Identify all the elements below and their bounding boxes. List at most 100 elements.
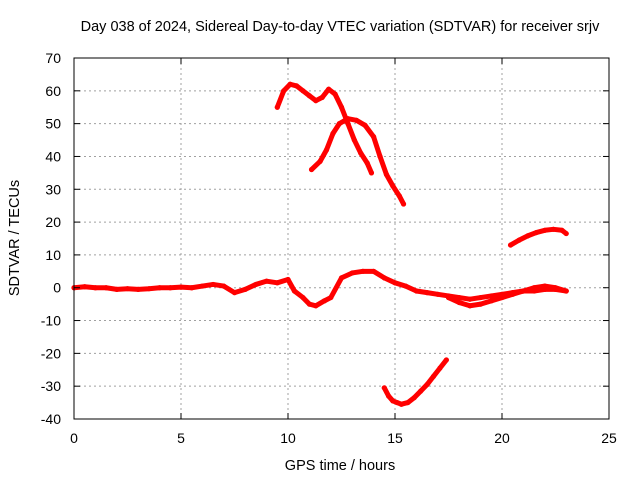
x-axis-label: GPS time / hours: [285, 458, 395, 474]
y-tick-label: -20: [41, 345, 61, 361]
series-point: [291, 288, 298, 294]
series-point: [430, 373, 437, 379]
series-point: [274, 280, 280, 286]
series-point: [400, 201, 407, 207]
series-point: [281, 88, 287, 94]
series-point: [531, 285, 537, 291]
series-point: [383, 171, 390, 178]
series-point: [411, 395, 417, 401]
series-point: [443, 357, 449, 363]
x-tick-label: 10: [280, 430, 296, 446]
series-point: [285, 276, 291, 283]
series-point: [403, 283, 409, 289]
series-point: [364, 160, 370, 166]
series-point: [323, 147, 330, 153]
series-point: [413, 288, 419, 294]
series-point: [550, 226, 556, 232]
series-point: [336, 121, 342, 127]
series-point: [253, 281, 259, 288]
series-point: [542, 227, 548, 233]
series-point: [313, 98, 319, 104]
series-point: [371, 134, 377, 140]
series-point: [353, 117, 360, 123]
series-point: [467, 303, 473, 309]
series-point: [178, 284, 184, 290]
series-peak-A: [274, 81, 374, 176]
series-point: [231, 290, 238, 296]
series-point: [499, 294, 505, 301]
series-point: [326, 86, 332, 92]
axis-ticks: 0 5 10 15 20 25 -40 -30 -20 -10 0 10 20 30 40 50 60 70: [41, 50, 617, 446]
series-point: [542, 283, 548, 289]
series-point: [124, 286, 131, 292]
series-point: [381, 275, 387, 281]
series-point: [338, 275, 345, 281]
series-point: [456, 299, 462, 306]
series-point: [445, 294, 452, 301]
series-point: [437, 365, 443, 371]
series-point: [507, 242, 514, 248]
series-point: [167, 285, 173, 291]
series-point: [405, 399, 411, 406]
gridlines: [74, 58, 609, 419]
series-point: [362, 122, 368, 128]
series-point: [418, 388, 424, 394]
series-point: [467, 296, 473, 302]
series-point: [92, 285, 98, 291]
series-point: [377, 153, 383, 160]
y-tick-label: 10: [45, 247, 61, 263]
y-tick-label: 40: [45, 148, 61, 164]
series-point: [398, 401, 405, 407]
series-point: [313, 303, 319, 309]
series-point: [157, 285, 163, 291]
series-point: [478, 294, 484, 301]
series-point: [328, 294, 334, 301]
series-point: [385, 393, 392, 399]
series-point: [317, 158, 323, 164]
series-point: [559, 227, 565, 233]
series-point: [488, 293, 494, 299]
series-point: [371, 268, 377, 274]
series-point: [345, 116, 351, 122]
series-point: [135, 286, 141, 292]
series-point: [221, 283, 227, 289]
y-tick-label: 0: [53, 280, 61, 296]
series-point: [516, 237, 522, 243]
series-point: [308, 166, 315, 173]
series-point: [510, 291, 516, 297]
series-point: [319, 94, 325, 100]
series-point: [520, 288, 527, 294]
series-point: [189, 285, 195, 291]
y-tick-label: -40: [41, 411, 61, 427]
series-point: [563, 288, 569, 294]
series-point: [368, 170, 375, 176]
series-point: [563, 230, 569, 237]
x-tick-label: 20: [494, 430, 510, 446]
plot-area: [71, 81, 569, 407]
y-tick-label: 70: [45, 50, 61, 66]
series-point: [306, 301, 312, 307]
x-tick-label: 25: [601, 430, 617, 446]
series-point: [392, 280, 398, 286]
series-point: [338, 104, 345, 110]
series-point: [300, 294, 306, 301]
series-point: [293, 83, 300, 89]
series-point: [300, 88, 306, 94]
x-tick-label: 5: [177, 430, 185, 446]
series-point: [103, 285, 109, 291]
series-point: [396, 193, 402, 199]
series-point: [360, 268, 366, 274]
series-point: [390, 183, 396, 189]
x-tick-label: 15: [387, 430, 403, 446]
y-axis-label: SDTVAR / TECUs: [7, 180, 23, 296]
series-point: [199, 283, 205, 289]
y-tick-label: 20: [45, 214, 61, 230]
y-tick-label: 30: [45, 181, 61, 197]
series-point: [552, 285, 559, 291]
plot-frame: [73, 57, 610, 420]
series-point: [424, 290, 430, 296]
series-point: [533, 229, 539, 236]
y-tick-label: -30: [41, 378, 61, 394]
series-point: [525, 233, 531, 239]
